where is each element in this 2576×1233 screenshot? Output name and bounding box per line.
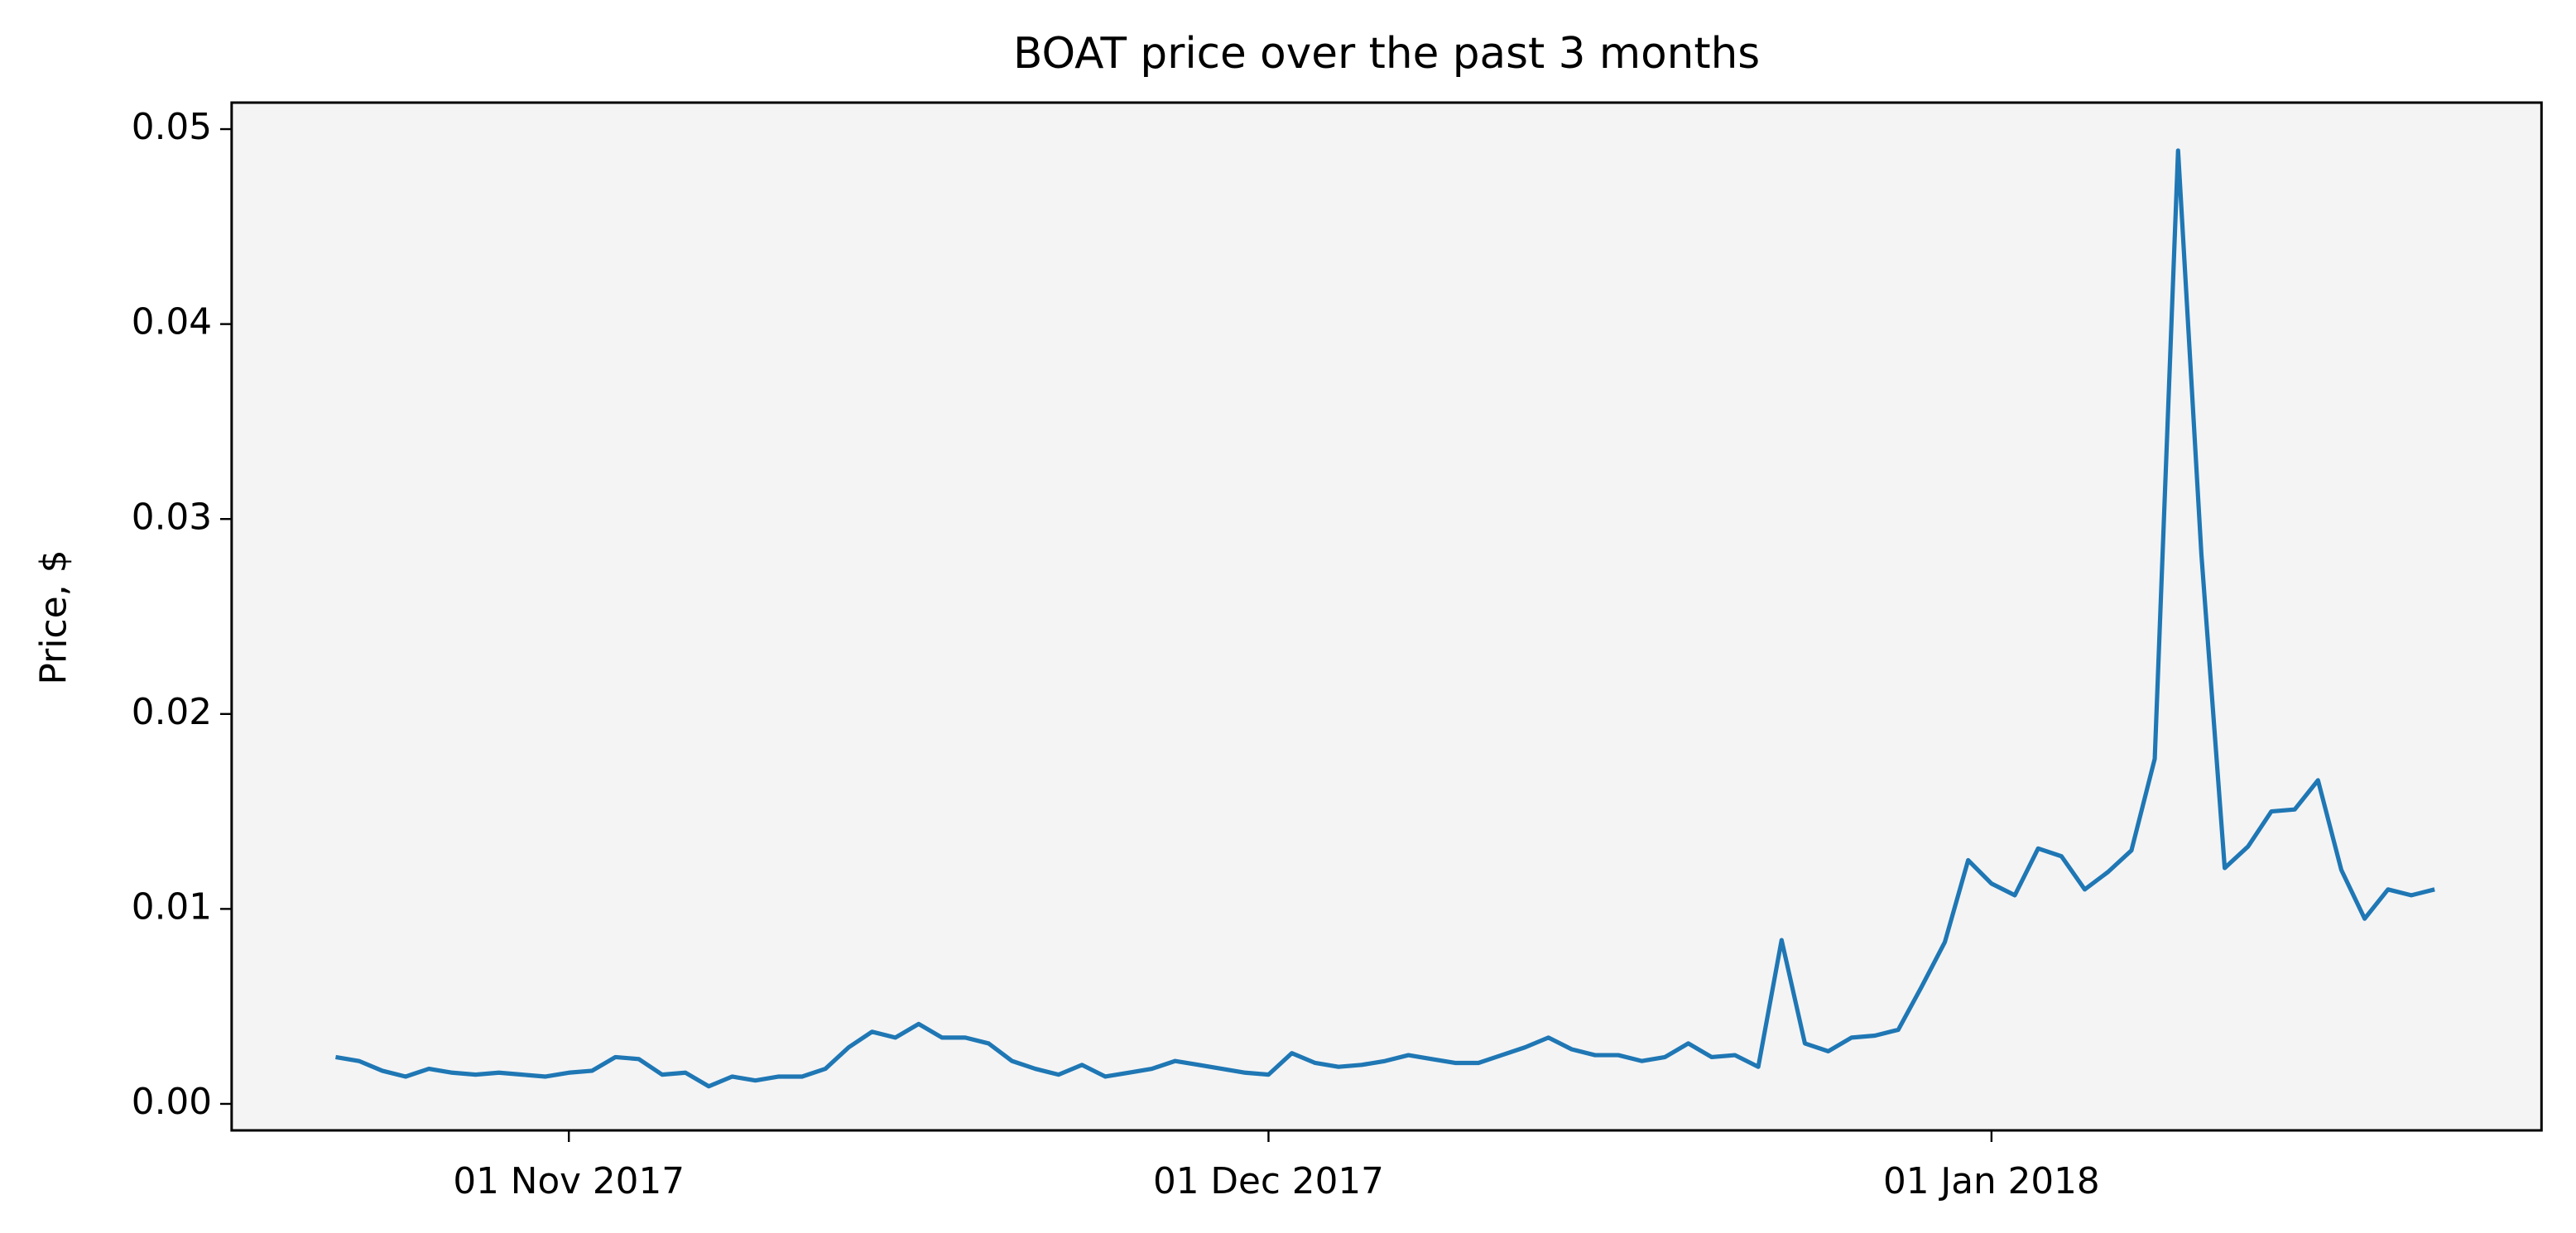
y-tick-label: 0.04	[132, 301, 212, 343]
plot-area	[231, 103, 2542, 1130]
x-tick-label: 01 Dec 2017	[1153, 1160, 1384, 1202]
y-tick-label: 0.02	[132, 691, 212, 733]
x-tick-label: 01 Jan 2018	[1883, 1160, 2100, 1202]
y-tick-label: 0.03	[132, 496, 212, 538]
y-tick-label: 0.01	[132, 885, 212, 928]
plot-frame	[230, 101, 2543, 1132]
y-tick-label: 0.05	[132, 106, 212, 148]
y-tick-label: 0.00	[132, 1081, 212, 1123]
y-axis-label: Price, $	[33, 549, 75, 684]
chart-title: BOAT price over the past 3 months	[1013, 29, 1760, 79]
x-tick-label: 01 Nov 2017	[453, 1160, 685, 1202]
price-line	[335, 148, 2435, 1089]
